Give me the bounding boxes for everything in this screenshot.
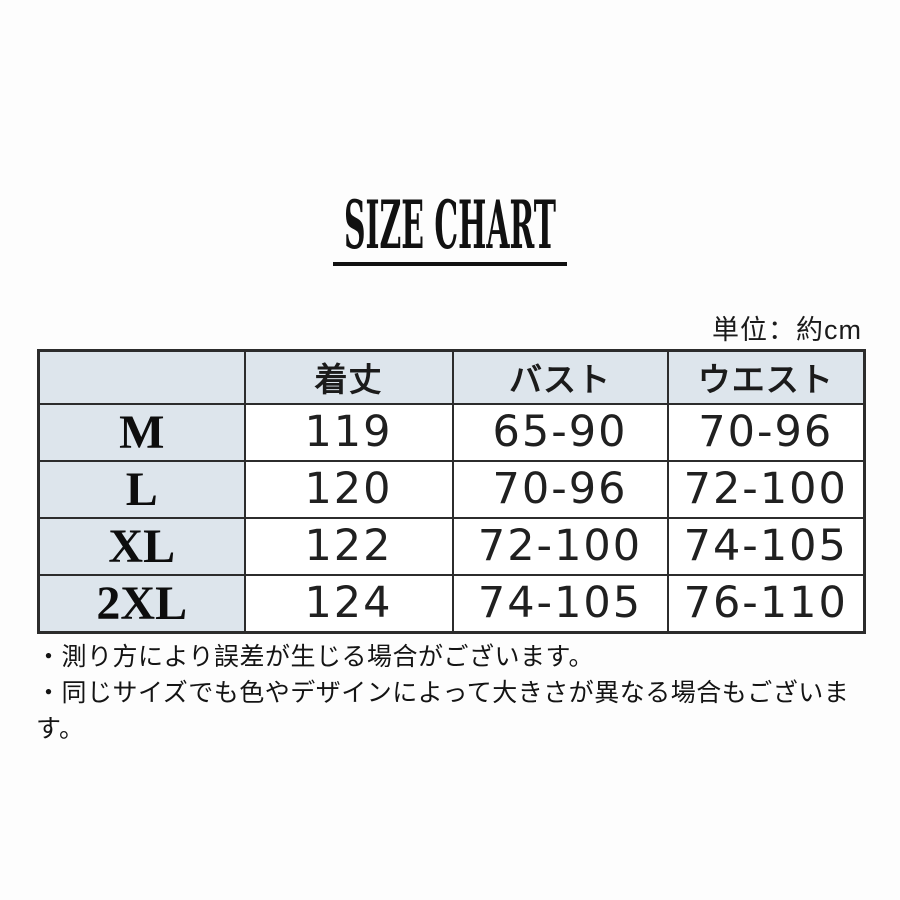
table-row-2xl: 2XL 124 74-105 76-110	[37, 573, 866, 633]
waist-value: 72-100	[666, 459, 866, 519]
length-value: 124	[243, 573, 454, 633]
header-cell-blank	[37, 349, 246, 405]
note-measurement-error: ・測り方により誤差が生じる場合がございます。	[36, 643, 595, 671]
size-table-body: M 119 65-90 70-96 L 120 70-96 72-100 XL …	[37, 402, 866, 633]
bust-value: 70-96	[451, 459, 669, 519]
disclaimer-notes: ・測り方により誤差が生じる場合がございます。 ・同じサイズでも色やデザインによっ…	[36, 639, 866, 747]
waist-value: 74-105	[666, 516, 866, 576]
page-title: SIZE CHART	[344, 186, 556, 264]
unit-label: 単位：約cm	[712, 315, 862, 345]
size-label: XL	[37, 516, 246, 576]
note-size-variation: ・同じサイズでも色やデザインによって大きさが異なる場合もございます。	[36, 679, 850, 743]
waist-value: 70-96	[666, 402, 866, 462]
bust-value: 65-90	[451, 402, 669, 462]
header-cell-waist: ウエスト	[666, 349, 866, 405]
bust-value: 74-105	[451, 573, 669, 633]
table-row-l: L 120 70-96 72-100	[37, 459, 866, 519]
size-table: 着丈 バスト ウエスト M 119 65-90 70-96 L 120 70-9…	[37, 349, 866, 634]
length-value: 120	[243, 459, 454, 519]
waist-value: 76-110	[666, 573, 866, 633]
page-title-art: SIZE CHART	[333, 186, 567, 266]
table-row-m: M 119 65-90 70-96	[37, 402, 866, 462]
length-value: 122	[243, 516, 454, 576]
page-title-block: SIZE CHART	[0, 186, 900, 281]
header-cell-length: 着丈	[243, 349, 454, 405]
size-label: M	[37, 402, 246, 462]
size-label: L	[37, 459, 246, 519]
table-row-xl: XL 122 72-100 74-105	[37, 516, 866, 576]
size-table-header: 着丈 バスト ウエスト	[37, 349, 866, 405]
header-row: 着丈 バスト ウエスト	[37, 349, 866, 405]
size-label: 2XL	[37, 573, 246, 633]
length-value: 119	[243, 402, 454, 462]
header-cell-bust: バスト	[451, 349, 669, 405]
bust-value: 72-100	[451, 516, 669, 576]
